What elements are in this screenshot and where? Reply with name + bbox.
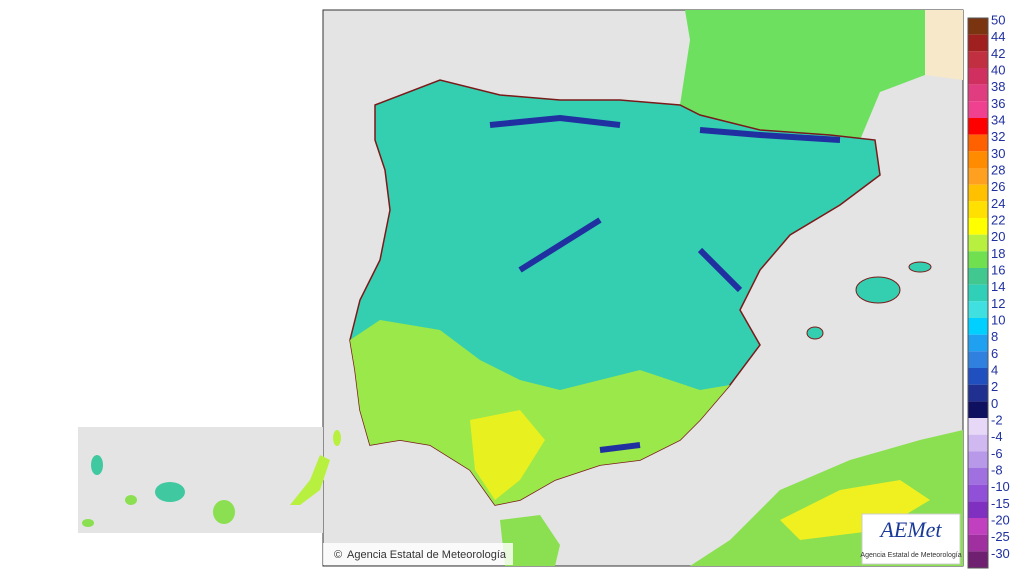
island (82, 519, 94, 527)
hot-area (470, 410, 545, 500)
legend-swatch (968, 484, 988, 502)
legend-label: -6 (991, 446, 1003, 461)
legend-swatch (968, 34, 988, 52)
island (213, 500, 235, 524)
legend-swatch (968, 451, 988, 468)
cold-mountains (489, 114, 841, 453)
legend-swatch (968, 368, 988, 385)
ibiza (806, 326, 824, 340)
legend-swatch (968, 134, 988, 152)
island (91, 455, 103, 475)
credit-text: Agencia Estatal de Meteorología (347, 549, 507, 561)
legend-label: 18 (991, 246, 1005, 261)
legend-label: 14 (991, 279, 1005, 294)
mallorca (855, 276, 901, 304)
legend-label: 0 (991, 396, 998, 411)
logo-subtitle: Agencia Estatal de Meteorología (860, 552, 961, 559)
legend: 5044424038363432302826242220181614121086… (967, 12, 1010, 569)
legend-swatch (968, 468, 988, 485)
legend-border (967, 17, 989, 569)
island (290, 455, 330, 505)
legend-label: 4 (991, 362, 998, 377)
legend-label: -4 (991, 429, 1003, 444)
legend-label: 32 (991, 129, 1005, 144)
legend-swatch (968, 84, 988, 102)
legend-swatch (968, 101, 988, 118)
island (155, 482, 185, 502)
legend-swatch (968, 151, 988, 168)
legend-swatch (968, 184, 988, 202)
legend-swatch (968, 68, 988, 85)
legend-swatch (968, 518, 988, 535)
legend-swatch (968, 551, 988, 568)
legend-swatch (968, 401, 988, 418)
legend-swatch (968, 384, 988, 402)
legend-label: -2 (991, 412, 1003, 427)
legend-label: 10 (991, 312, 1005, 327)
legend-swatch (968, 18, 988, 35)
legend-swatch (968, 284, 988, 302)
map: © Agencia Estatal de Meteorología AEMet … (78, 9, 964, 567)
island (125, 495, 137, 505)
legend-swatch (968, 201, 988, 218)
legend-swatch (968, 251, 988, 268)
legend-label: 26 (991, 179, 1005, 194)
legend-label: 30 (991, 146, 1005, 161)
legend-swatch (968, 318, 988, 335)
legend-swatch (968, 351, 988, 368)
legend-label: -20 (991, 512, 1010, 527)
legend-label: 8 (991, 329, 998, 344)
land-outside (925, 10, 963, 80)
africa-hot (780, 480, 930, 540)
legend-label: 16 (991, 262, 1005, 277)
legend-label: 12 (991, 296, 1005, 311)
legend-label: 38 (991, 79, 1005, 94)
legend-label: 42 (991, 46, 1005, 61)
legend-label: -30 (991, 546, 1010, 561)
legend-label: 40 (991, 62, 1005, 77)
island (333, 430, 341, 446)
legend-swatch (968, 418, 988, 435)
legend-label: 50 (991, 12, 1005, 27)
legend-label: 6 (991, 346, 998, 361)
legend-label: 28 (991, 162, 1005, 177)
legend-swatch (968, 434, 988, 452)
legend-swatch (968, 534, 988, 552)
menorca (908, 261, 932, 273)
legend-label: 20 (991, 229, 1005, 244)
warm-south (350, 320, 730, 505)
logo-name: AEMet (878, 517, 942, 542)
legend-label: 2 (991, 379, 998, 394)
france (680, 10, 925, 140)
legend-swatch (968, 118, 988, 135)
legend-swatch (968, 268, 988, 285)
legend-label: 36 (991, 96, 1005, 111)
legend-label: 22 (991, 212, 1005, 227)
legend-label: -25 (991, 529, 1010, 544)
legend-label: 24 (991, 196, 1005, 211)
logo-box (861, 513, 961, 565)
legend-label: -10 (991, 479, 1010, 494)
legend-swatch (968, 301, 988, 318)
legend-swatch (968, 501, 988, 518)
legend-label: -8 (991, 462, 1003, 477)
credit-symbol: © (334, 549, 342, 561)
africa-west (500, 515, 560, 566)
credit-box (323, 543, 513, 565)
legend-swatch (968, 218, 988, 235)
legend-swatch (968, 334, 988, 352)
legend-label: 34 (991, 112, 1005, 127)
legend-swatch (968, 168, 988, 185)
canary-inset (78, 427, 323, 533)
legend-label: -15 (991, 496, 1010, 511)
legend-label: 44 (991, 29, 1005, 44)
legend-swatch (968, 51, 988, 68)
legend-swatch (968, 234, 988, 252)
